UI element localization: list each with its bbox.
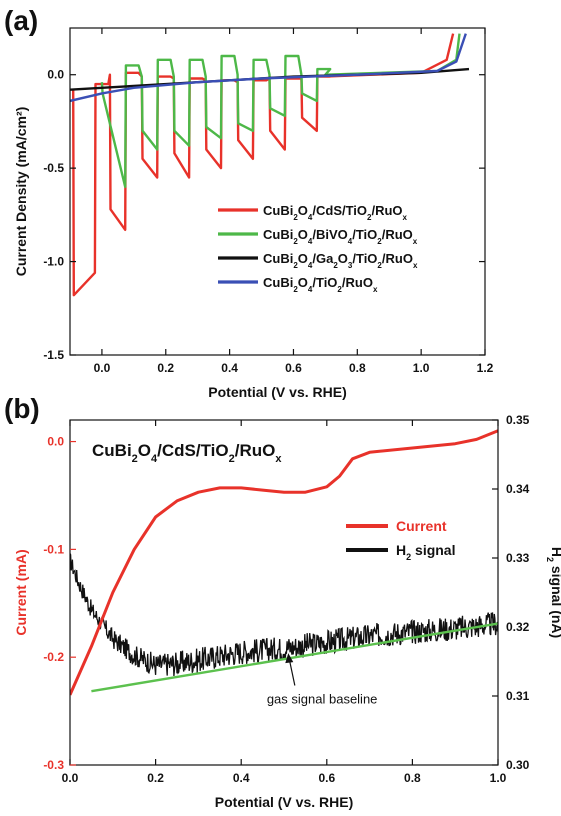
series-h2-signal (70, 553, 498, 677)
y-axis-label-right: H2 signal (nA) (545, 547, 561, 638)
legend-label: CuBi2O4/TiO2/RuOx (263, 275, 378, 294)
series-baseline (91, 622, 498, 693)
panel-b-plot: 0.0 0.2 0.4 0.6 0.8 1.0 0.0 -0.1 -0.2 -0.3 0.35 0.3… (13, 413, 561, 810)
y-tick-label-right: 0.31 (506, 689, 530, 703)
legend-label: CuBi2O4/BiVO4/TiO2/RuOx (263, 227, 418, 246)
y-tick-label: -1.5 (43, 348, 64, 362)
x-tick-label: 1.0 (490, 771, 507, 785)
x-tick-label: 0.2 (157, 361, 174, 375)
y-tick-label: 0.0 (47, 68, 64, 82)
x-tick-label: 0.6 (318, 771, 335, 785)
x-tick-label: 0.0 (94, 361, 111, 375)
y-tick-label-right: 0.32 (506, 620, 530, 634)
series-a-3 (70, 33, 467, 103)
y-tick-label-right: 0.34 (506, 482, 530, 496)
x-tick-label: 0.8 (349, 361, 366, 375)
series-a-0 (72, 33, 455, 297)
panel-b-frame (69, 419, 499, 766)
legend-label: CuBi2O4/CdS/TiO2/RuOx (263, 203, 408, 222)
x-tick-label: 0.8 (404, 771, 421, 785)
y-tick-label-left: -0.3 (43, 758, 64, 772)
x-tick-label: 0.4 (233, 771, 250, 785)
series-a-1 (100, 33, 461, 188)
series-current (70, 429, 498, 696)
annotation-arrow (288, 659, 296, 686)
series-line (70, 33, 467, 103)
x-tick-label: 0.2 (147, 771, 164, 785)
y-tick-label: -0.5 (43, 161, 64, 175)
series-line (100, 33, 461, 188)
y-axis-label-left: Current (mA) (13, 549, 29, 635)
x-tick-label: 0.4 (221, 361, 238, 375)
x-tick-label: 0.0 (62, 771, 79, 785)
y-tick-label-left: -0.1 (43, 542, 64, 556)
legend-label: H2 signal (396, 542, 456, 562)
legend-label: CuBi2O4/Ga2O3/TiO2/RuOx (263, 251, 418, 270)
y-axis-label-a: Current Density (mA/cm²) (13, 107, 29, 277)
y-tick-label-right: 0.35 (506, 413, 530, 427)
x-axis-label-b: Potential (V vs. RHE) (215, 794, 353, 810)
panel-a-plot: 0.0 0.2 0.4 0.6 0.8 1.0 1.2 0.0 -0.5 -1.0 -1.5 Pote… (13, 27, 494, 400)
x-tick-label: 1.0 (413, 361, 430, 375)
annotation-text: gas signal baseline (267, 691, 378, 706)
legend-b: Current H2 signal (346, 518, 456, 562)
y-tick-label-left: -0.2 (43, 650, 64, 664)
y-tick-label-left: 0.0 (47, 435, 64, 449)
x-tick-label: 0.6 (285, 361, 302, 375)
x-axis-label-a: Potential (V vs. RHE) (208, 384, 346, 400)
panel-b-title: CuBi2O4/CdS/TiO2/RuOx (92, 441, 282, 465)
legend-label: Current (396, 518, 447, 534)
panel-label-b: (b) (4, 393, 40, 424)
panel-a-frame (69, 27, 486, 356)
y-tick-label: -1.0 (43, 255, 64, 269)
y-tick-label-right: 0.30 (506, 758, 530, 772)
legend-a: CuBi2O4/CdS/TiO2/RuOx CuBi2O4/BiVO4/TiO2/… (218, 203, 418, 294)
x-tick-label: 1.2 (477, 361, 494, 375)
series-line (72, 33, 455, 297)
annotation-arrowhead (285, 653, 294, 664)
y-tick-label-right: 0.33 (506, 551, 530, 565)
panel-label-a: (a) (4, 5, 38, 36)
